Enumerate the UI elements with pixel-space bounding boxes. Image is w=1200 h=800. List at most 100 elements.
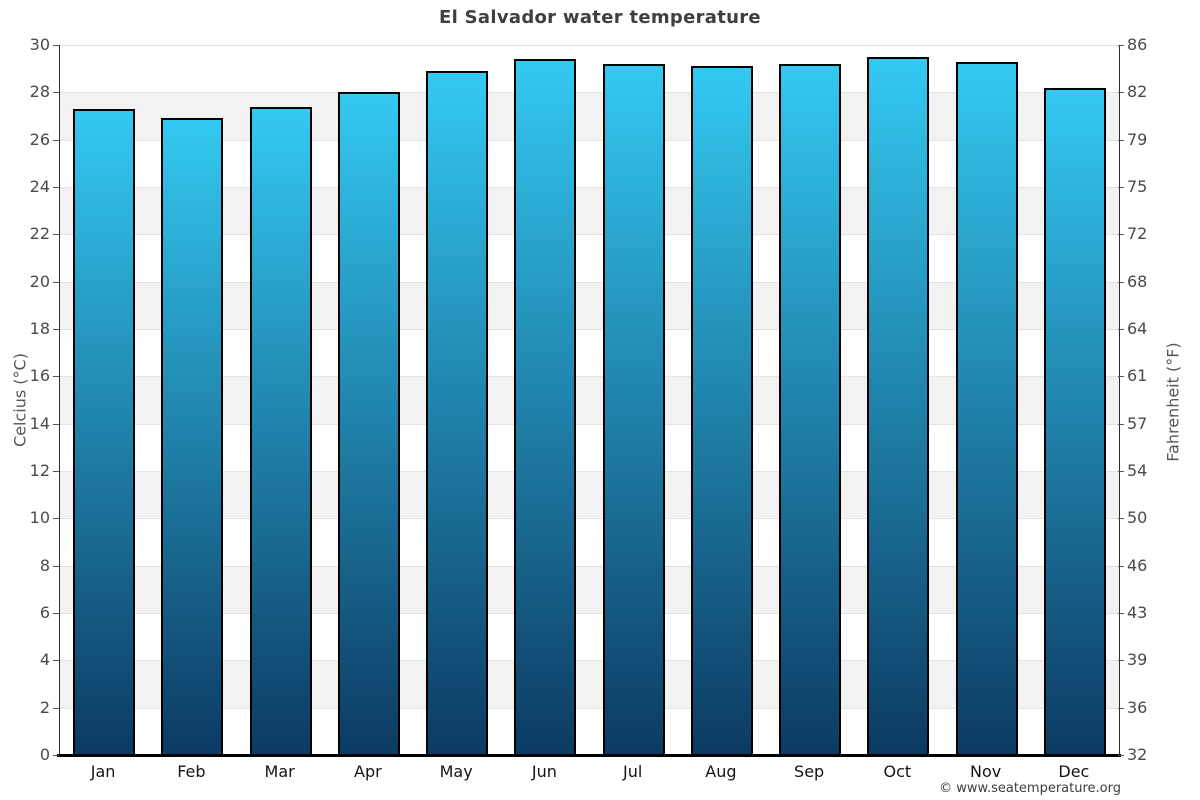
bar-jan <box>73 108 136 755</box>
background-band <box>60 187 1119 235</box>
gridline <box>60 423 1119 425</box>
y-tick-fahrenheit: 64 <box>1127 319 1148 338</box>
gridline <box>60 45 1119 46</box>
y-tickmark-left <box>53 139 59 141</box>
background-band <box>60 329 1119 377</box>
background-band <box>60 45 1119 93</box>
y-tick-celsius: 18 <box>29 319 50 338</box>
y-tickmark-right <box>1118 565 1124 567</box>
y-tickmark-right <box>1118 92 1124 94</box>
background-band <box>60 707 1119 755</box>
bar-apr <box>337 92 400 755</box>
y-tickmark-left <box>53 707 59 709</box>
y-axis-label-celsius: Celcius (°C) <box>10 353 30 447</box>
x-tick-month: Jul <box>622 762 643 781</box>
y-tickmark-right <box>1118 376 1124 378</box>
x-tick-month: Sep <box>794 762 825 781</box>
gridline <box>60 518 1119 520</box>
y-tick-fahrenheit: 32 <box>1127 745 1148 764</box>
y-tickmark-left <box>53 329 59 330</box>
background-band <box>60 660 1119 708</box>
bar-sep <box>779 63 842 755</box>
x-tick-month: Oct <box>883 762 912 781</box>
gridline <box>60 613 1119 614</box>
x-tick-month: Jun <box>531 762 557 781</box>
y-tick-celsius: 14 <box>29 413 50 433</box>
y-tickmark-left <box>53 376 59 378</box>
x-tick-month: May <box>439 762 473 781</box>
y-tick-celsius: 2 <box>39 697 50 717</box>
gridline <box>60 471 1119 472</box>
y-tickmark-right <box>1118 281 1124 283</box>
y-tickmark-right <box>1118 423 1124 425</box>
background-band <box>60 92 1119 140</box>
y-tick-fahrenheit: 36 <box>1127 697 1148 717</box>
x-tick-month: Nov <box>970 762 1002 781</box>
y-axis-label-fahrenheit: Fahrenheit (°F) <box>1163 342 1183 462</box>
bar-may <box>426 71 489 755</box>
y-tickmark-right <box>1118 613 1124 614</box>
background-band <box>60 281 1119 329</box>
y-tickmark-left <box>53 565 59 567</box>
y-tick-celsius: 6 <box>39 603 50 622</box>
y-tick-celsius: 4 <box>39 650 50 670</box>
y-tickmark-right <box>1118 45 1124 46</box>
x-axis-line <box>57 754 1121 757</box>
gridline <box>60 281 1119 283</box>
y-tick-celsius: 10 <box>29 508 50 528</box>
y-tickmark-right <box>1118 755 1124 756</box>
background-band <box>60 518 1119 566</box>
bar-dec <box>1043 87 1106 755</box>
x-tick-month: Apr <box>354 762 382 781</box>
y-tickmark-right <box>1118 707 1124 709</box>
y-tickmark-right <box>1118 518 1124 520</box>
y-tickmark-left <box>53 45 59 46</box>
y-tick-fahrenheit: 57 <box>1127 413 1148 433</box>
y-tick-fahrenheit: 75 <box>1127 177 1148 196</box>
chart-title: El Salvador water temperature <box>439 7 761 28</box>
gridline <box>60 187 1119 188</box>
y-tick-fahrenheit: 68 <box>1127 271 1148 291</box>
y-tickmark-right <box>1118 187 1124 188</box>
y-tick-fahrenheit: 79 <box>1127 129 1148 149</box>
background-band <box>60 565 1119 613</box>
gridline <box>60 329 1119 330</box>
y-tick-fahrenheit: 43 <box>1127 603 1148 622</box>
y-tick-fahrenheit: 72 <box>1127 224 1148 244</box>
bar-jun <box>514 59 577 755</box>
bar-mar <box>249 106 312 755</box>
y-tick-fahrenheit: 46 <box>1127 555 1148 575</box>
y-tickmark-left <box>53 518 59 520</box>
bar-jul <box>602 63 665 755</box>
y-tick-celsius: 0 <box>39 745 50 764</box>
y-tickmark-left <box>53 755 59 756</box>
background-band <box>60 376 1119 424</box>
y-tick-fahrenheit: 39 <box>1127 650 1148 670</box>
y-tick-fahrenheit: 54 <box>1127 461 1148 480</box>
x-tick-month: Mar <box>264 762 295 781</box>
gridline <box>60 565 1119 567</box>
background-band <box>60 234 1119 282</box>
y-tick-celsius: 20 <box>29 271 50 291</box>
y-tickmark-right <box>1118 660 1124 662</box>
y-tick-fahrenheit: 50 <box>1127 508 1148 528</box>
background-band <box>60 423 1119 471</box>
bar-feb <box>161 118 224 755</box>
y-tickmark-left <box>53 92 59 94</box>
x-tick-month: Dec <box>1058 762 1090 781</box>
y-tickmark-left <box>53 187 59 188</box>
y-tickmark-right <box>1118 329 1124 330</box>
gridline <box>60 707 1119 709</box>
bar-nov <box>955 61 1018 755</box>
gridline <box>60 139 1119 141</box>
x-tick-month: Aug <box>705 762 737 781</box>
y-tick-celsius: 24 <box>29 177 50 196</box>
gridline <box>60 660 1119 662</box>
y-tick-celsius: 16 <box>29 366 50 386</box>
y-tick-fahrenheit: 82 <box>1127 82 1148 102</box>
background-band <box>60 613 1119 661</box>
y-tickmark-left <box>53 234 59 236</box>
bar-aug <box>690 66 753 755</box>
x-tick-month: Jan <box>90 762 116 781</box>
